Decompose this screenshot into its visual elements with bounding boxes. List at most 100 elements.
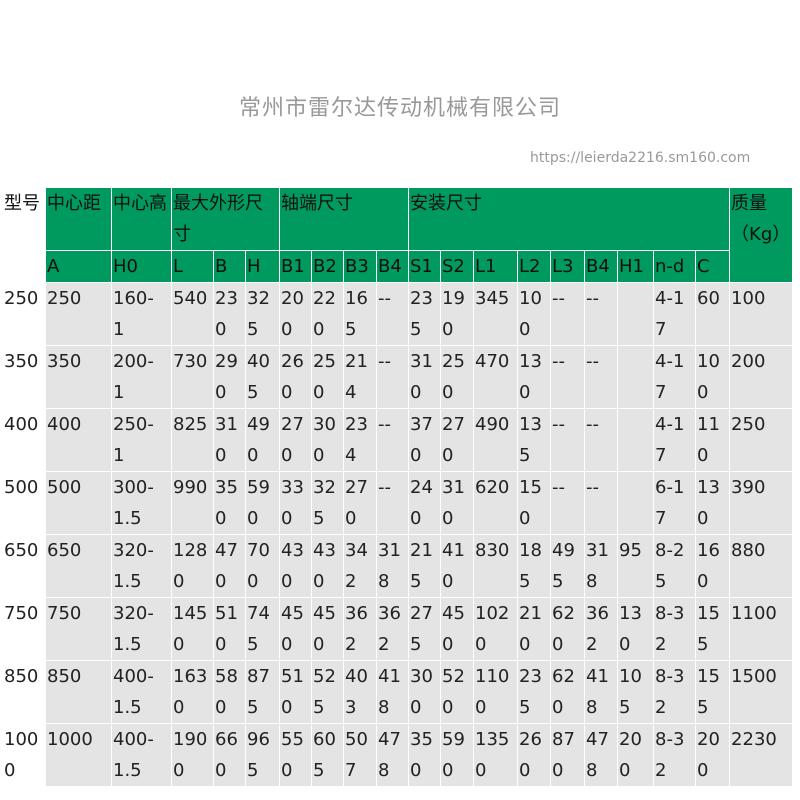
table-cell: 100: [517, 282, 551, 346]
model-cell: 350: [2, 345, 46, 409]
table-cell: 220: [311, 282, 344, 346]
table-cell: 870: [550, 723, 585, 787]
header-col: S1: [408, 250, 441, 283]
table-cell: 300-1.5: [111, 471, 172, 535]
header-col: A: [45, 250, 112, 283]
table-cell: 490: [473, 408, 518, 472]
model-cell: 1000: [2, 723, 46, 787]
table-cell: 320-1.5: [111, 597, 172, 661]
header-col: n-d: [653, 250, 696, 283]
table-cell: 318: [376, 534, 409, 598]
table-cell: 210: [517, 597, 551, 661]
table-cell: --: [550, 282, 585, 346]
table-cell: 490: [245, 408, 280, 472]
table-cell: 234: [343, 408, 377, 472]
header-col: B2: [311, 250, 344, 283]
header-col: L2: [517, 250, 551, 283]
table-cell: 470: [473, 345, 518, 409]
table-cell: --: [376, 408, 409, 472]
table-cell: 310: [408, 345, 441, 409]
table-cell: 1350: [473, 723, 518, 787]
table-cell: --: [584, 282, 618, 346]
header-row-1: 型号 中心距 中心高 最大外形尺寸 轴端尺寸 安装尺寸 质量（Kg）: [2, 187, 794, 283]
table-cell: 660: [213, 723, 246, 787]
table-cell: 430: [311, 534, 344, 598]
model-cell: 750: [2, 597, 46, 661]
table-cell: 250: [440, 345, 474, 409]
table-cell: [617, 408, 654, 472]
table-row: 400 400 250-1 825 310 490 270 300 234 -- 370 270 490…: [2, 408, 794, 472]
table-cell: 165: [343, 282, 377, 346]
table-cell: 300: [408, 660, 441, 724]
table-cell: 362: [343, 597, 377, 661]
header-model: 型号: [2, 187, 46, 283]
table-cell: 190: [440, 282, 474, 346]
table-cell: [617, 471, 654, 535]
table-cell: 4-17: [653, 282, 696, 346]
table-cell: 235: [517, 660, 551, 724]
table-cell: 745: [245, 597, 280, 661]
table-row: 1000 1000 400-1.5 1900 660 965 550 605 507 478 350…: [2, 723, 794, 787]
table-cell: 1900: [171, 723, 214, 787]
table-cell: 605: [311, 723, 344, 787]
table-cell: 105: [617, 660, 654, 724]
table-cell: 990: [171, 471, 214, 535]
table-row: 500 500 300-1.5 990 350 590 330 325 270 -- 240 310 6…: [2, 471, 794, 535]
table-cell: 362: [584, 597, 618, 661]
table-cell: 350: [45, 345, 112, 409]
table-cell: 8-32: [653, 597, 696, 661]
table-cell: 400-1.5: [111, 660, 172, 724]
table-cell: 330: [279, 471, 312, 535]
table-cell: 100: [729, 282, 794, 346]
table-cell: 250: [311, 345, 344, 409]
model-cell: 650: [2, 534, 46, 598]
table-cell: --: [550, 471, 585, 535]
table-row: 850 850 400-1.5 1630 580 875 510 525 403 418 300 52…: [2, 660, 794, 724]
table-cell: 160: [694, 534, 731, 598]
table-cell: 100: [694, 345, 731, 409]
table-cell: 470: [213, 534, 246, 598]
header-col: C: [694, 250, 731, 283]
table-cell: 1630: [171, 660, 214, 724]
table-cell: 185: [517, 534, 551, 598]
table-cell: 750: [45, 597, 112, 661]
header-col: B1: [279, 250, 312, 283]
table-row: 350 350 200-1 730 290 405 260 250 214 -- 310 250 470…: [2, 345, 794, 409]
table-cell: 235: [408, 282, 441, 346]
table-cell: [617, 282, 654, 346]
table-cell: 155: [694, 660, 731, 724]
table-cell: 135: [517, 408, 551, 472]
table-cell: 160-1: [111, 282, 172, 346]
table-cell: 400: [45, 408, 112, 472]
table-cell: 620: [550, 660, 585, 724]
table-cell: 400-1.5: [111, 723, 172, 787]
table-cell: 1450: [171, 597, 214, 661]
table-cell: 1000: [45, 723, 112, 787]
table-cell: 270: [440, 408, 474, 472]
table-cell: --: [584, 345, 618, 409]
table-cell: 8-32: [653, 660, 696, 724]
header-install-dimensions: 安装尺寸: [407, 187, 731, 251]
table-cell: 362: [376, 597, 409, 661]
table-cell: 310: [213, 408, 246, 472]
table-cell: 325: [245, 282, 280, 346]
table-cell: 410: [440, 534, 474, 598]
table-cell: 875: [245, 660, 280, 724]
table-cell: 430: [279, 534, 312, 598]
table-cell: 390: [729, 471, 794, 535]
table-cell: 350: [213, 471, 246, 535]
table-cell: 450: [279, 597, 312, 661]
header-max-dimensions: 最大外形尺寸: [171, 187, 280, 251]
table-cell: 318: [584, 534, 618, 598]
table-cell: 405: [245, 345, 280, 409]
table-cell: 290: [213, 345, 246, 409]
table-cell: 350: [408, 723, 441, 787]
table-cell: --: [376, 282, 409, 346]
table-cell: 310: [440, 471, 474, 535]
table-cell: 450: [311, 597, 344, 661]
table-cell: 200: [279, 282, 312, 346]
header-col: B: [213, 250, 246, 283]
header-center-height: 中心高: [111, 187, 172, 251]
table-cell: 500: [45, 471, 112, 535]
table-cell: 403: [343, 660, 377, 724]
